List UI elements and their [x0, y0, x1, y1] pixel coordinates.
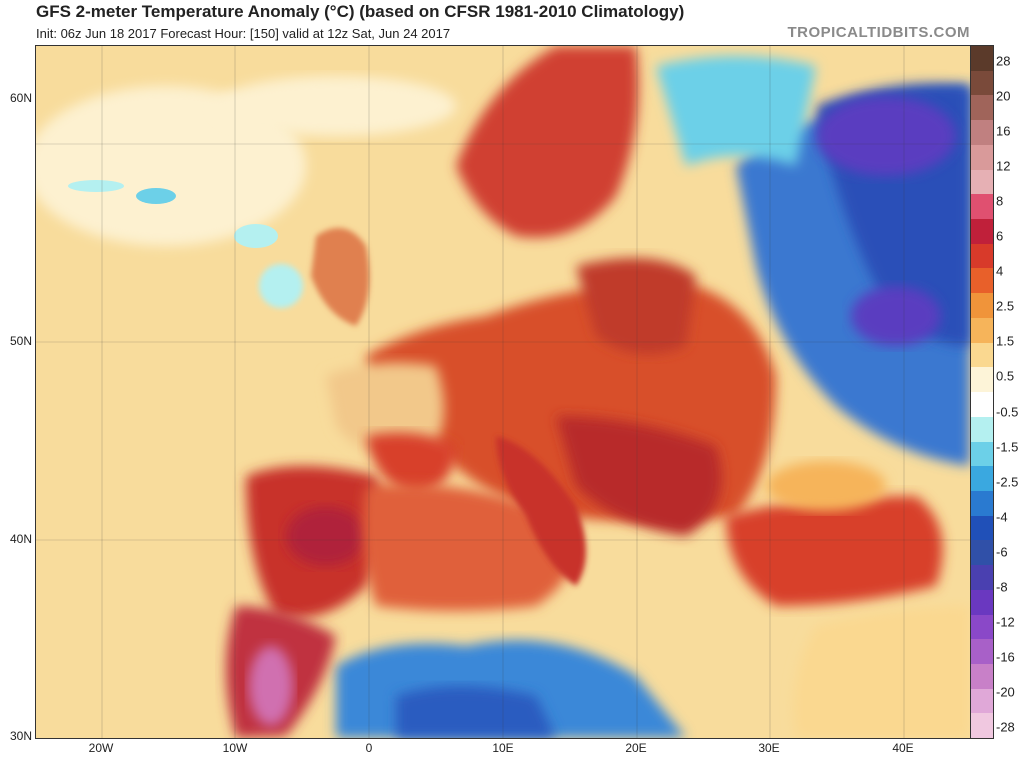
- legend-swatch: [971, 169, 993, 195]
- atlantic-cool-patch-2: [68, 180, 124, 192]
- anomaly-map: [35, 45, 971, 739]
- italy-hot-region: [496, 436, 586, 586]
- legend-label: -1.5: [996, 439, 1019, 455]
- legend-label: 20: [996, 88, 1011, 104]
- north-africa-colder-region: [396, 686, 556, 738]
- legend-swatch: [971, 688, 993, 714]
- legend-swatch: [971, 441, 993, 467]
- finland-cool-region: [656, 56, 816, 166]
- legend-swatch: [971, 713, 993, 739]
- lon-label-20w: 20W: [88, 741, 114, 755]
- legend-label: -4: [996, 509, 1008, 525]
- map-subtitle: Init: 06z Jun 18 2017 Forecast Hour: [15…: [36, 26, 451, 41]
- legend-label: -16: [996, 649, 1015, 665]
- legend-label: 12: [996, 158, 1011, 174]
- color-legend-labels: 28 20 16 12 8 6 4 2.5 1.5 0.5 -0.5 -1.5 -2.5 -4 -6 -8 -1…: [996, 45, 1024, 737]
- legend-label: 1.5: [996, 333, 1015, 349]
- legend-swatch: [971, 95, 993, 121]
- middle-east-neutral-region: [793, 606, 970, 738]
- legend-swatch: [971, 466, 993, 491]
- legend-label: -20: [996, 684, 1015, 700]
- atlantic-neutral-patch: [36, 86, 306, 246]
- graticule: [36, 46, 970, 738]
- legend-swatch: [971, 120, 993, 145]
- morocco-extreme-patch: [249, 646, 293, 726]
- lon-label-0: 0: [365, 741, 373, 755]
- lat-label-60n: 60N: [9, 91, 32, 105]
- lon-label-20e: 20E: [625, 741, 647, 755]
- legend-label: 4: [996, 263, 1004, 279]
- legend-label: -8: [996, 579, 1008, 595]
- legend-swatch: [971, 293, 993, 318]
- ireland-cool-region: [259, 264, 303, 308]
- legend-swatch: [971, 342, 993, 368]
- legend-label: 8: [996, 193, 1004, 209]
- legend-swatch: [971, 490, 993, 516]
- legend-swatch: [971, 515, 993, 541]
- lon-label-40e: 40E: [892, 741, 914, 755]
- legend-label: -2.5: [996, 474, 1019, 490]
- legend-swatch: [971, 663, 993, 689]
- brand-label: TROPICALTIDBITS.COM: [787, 24, 970, 41]
- southern-france-warm-region: [366, 432, 456, 496]
- russia-very-cold-patch: [816, 96, 956, 176]
- lon-label-10w: 10W: [222, 741, 248, 755]
- atlantic-cool-patch: [136, 188, 176, 204]
- western-med-warm-region: [362, 484, 572, 611]
- legend-swatch: [971, 392, 993, 417]
- legend-label: 2.5: [996, 298, 1015, 314]
- uk-warm-region: [311, 228, 370, 326]
- north-atlantic-neutral-patch: [216, 76, 456, 136]
- iberia-core-hot: [286, 506, 366, 566]
- legend-swatch: [971, 614, 993, 640]
- legend-swatch: [971, 243, 993, 269]
- legend-swatch: [971, 268, 993, 294]
- atlantic-cool-patch-3: [234, 224, 278, 248]
- legend-label: -6: [996, 544, 1008, 560]
- balkans-hot-region: [556, 416, 722, 536]
- legend-label: 0.5: [996, 368, 1015, 384]
- lat-label-30n: 30N: [9, 729, 32, 743]
- poland-warm-region: [576, 258, 696, 354]
- legend-label: -12: [996, 614, 1015, 630]
- legend-swatch: [971, 540, 993, 566]
- black-sea-neutral-region: [766, 461, 886, 511]
- legend-swatch: [971, 70, 993, 96]
- legend-swatch: [971, 416, 993, 442]
- lon-label-30e: 30E: [758, 741, 780, 755]
- legend-swatch: [971, 46, 993, 71]
- legend-swatch: [971, 565, 993, 590]
- legend-label: -0.5: [996, 404, 1019, 420]
- legend-swatch: [971, 219, 993, 244]
- legend-swatch: [971, 589, 993, 615]
- turkey-warm-region: [726, 496, 943, 606]
- anomaly-map-svg: [36, 46, 970, 738]
- lon-label-10e: 10E: [492, 741, 514, 755]
- legend-swatch: [971, 317, 993, 343]
- map-title: GFS 2-meter Temperature Anomaly (°C) (ba…: [36, 2, 685, 21]
- lat-label-40n: 40N: [9, 532, 32, 546]
- scandinavia-warm-region: [456, 46, 639, 238]
- legend-label: 16: [996, 123, 1011, 139]
- legend-label: 28: [996, 53, 1011, 69]
- legend-label: 6: [996, 228, 1004, 244]
- color-legend: [970, 45, 994, 739]
- legend-label: -28: [996, 719, 1015, 735]
- lat-label-50n: 50N: [9, 334, 32, 348]
- russia-very-cold-patch-2: [851, 286, 941, 346]
- legend-swatch: [971, 367, 993, 393]
- legend-swatch: [971, 144, 993, 170]
- legend-swatch: [971, 194, 993, 220]
- legend-swatch: [971, 639, 993, 664]
